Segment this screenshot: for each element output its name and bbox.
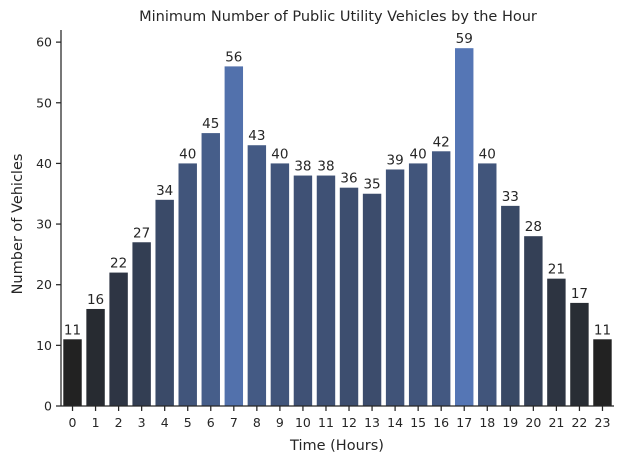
bar-hour-14: [385, 169, 405, 406]
y-tick-label: 20: [36, 277, 52, 292]
x-tick-label: 5: [184, 415, 192, 430]
x-tick-label: 20: [525, 415, 541, 430]
bar-hour-18: [478, 163, 497, 406]
data-label-hour-18: 40: [479, 146, 496, 162]
bar-hour-0: [63, 339, 82, 406]
x-tick-label: 0: [69, 415, 77, 430]
bar-hour-11: [316, 175, 336, 406]
y-tick-label: 10: [36, 338, 52, 353]
bar-hour-5: [178, 163, 197, 406]
bar-hour-23: [593, 339, 612, 406]
data-label-hour-10: 38: [294, 159, 311, 175]
x-tick-label: 18: [479, 415, 495, 430]
x-tick-label: 8: [253, 415, 261, 430]
y-tick-label: 50: [36, 95, 52, 110]
x-tick-label: 17: [456, 415, 472, 430]
y-ticks-group: 0 10 20 30 40 50 60: [36, 35, 61, 414]
data-label-hour-2: 22: [110, 256, 127, 272]
bar-hour-20: [524, 236, 543, 406]
y-axis-label: Number of Vehicles: [10, 154, 26, 295]
bar-hour-6: [201, 133, 220, 406]
x-tick-label: 7: [230, 415, 238, 430]
x-tick-label: 13: [364, 415, 380, 430]
bar-hour-19: [501, 205, 520, 406]
bar-hour-15: [408, 163, 428, 406]
bar-hour-17: [455, 48, 474, 406]
data-label-hour-5: 40: [179, 146, 196, 162]
bar-hour-10: [293, 175, 313, 406]
x-tick-label: 3: [138, 415, 146, 430]
bar-hour-2: [109, 272, 128, 406]
bar-hour-12: [339, 187, 359, 406]
x-tick-label: 12: [341, 415, 357, 430]
data-label-hour-12: 36: [340, 171, 357, 187]
y-tick-label: 60: [36, 35, 52, 50]
bar-hour-22: [570, 302, 589, 406]
data-label-hour-17: 59: [456, 31, 473, 47]
x-tick-label: 9: [276, 415, 284, 430]
x-tick-label: 16: [433, 415, 449, 430]
x-axis-label: Time (Hours): [289, 438, 384, 454]
bar-hour-8: [247, 145, 267, 407]
y-tick-label: 30: [36, 217, 52, 232]
y-tick-label: 40: [36, 156, 52, 171]
data-label-hour-7: 56: [225, 49, 242, 65]
x-tick-label: 15: [410, 415, 426, 430]
y-tick-label: 0: [44, 399, 52, 414]
data-label-hour-14: 39: [387, 152, 404, 168]
data-label-hour-1: 16: [87, 292, 104, 308]
x-ticks-group: 0 1 2 3 4 5 6 7 8 9 10 11 12 13 14 15 16 17 18 19 20 21 22 23: [69, 406, 611, 430]
bar-hour-9: [270, 163, 290, 406]
data-label-hour-8: 43: [248, 128, 265, 144]
x-tick-label: 11: [318, 415, 334, 430]
x-tick-label: 2: [115, 415, 123, 430]
data-label-hour-6: 45: [202, 116, 219, 132]
x-tick-label: 19: [502, 415, 518, 430]
data-labels-group: 11 16 22 27 34 40 45 56 43 40 38 38 36 35 39 40 42 59 40 33…: [64, 31, 611, 338]
x-tick-label: 23: [595, 415, 611, 430]
x-tick-label: 21: [548, 415, 564, 430]
x-tick-label: 1: [92, 415, 100, 430]
data-label-hour-23: 11: [594, 322, 611, 338]
bar-hour-4: [155, 199, 174, 406]
data-label-hour-21: 21: [548, 262, 565, 278]
data-label-hour-11: 38: [317, 159, 334, 175]
x-tick-label: 22: [571, 415, 587, 430]
data-label-hour-3: 27: [133, 225, 150, 241]
x-tick-label: 14: [387, 415, 403, 430]
chart-title: Minimum Number of Public Utility Vehicle…: [139, 9, 537, 25]
bars-group: [63, 48, 612, 407]
data-label-hour-16: 42: [433, 134, 450, 150]
data-label-hour-22: 17: [571, 286, 588, 302]
data-label-hour-0: 11: [64, 322, 81, 338]
data-label-hour-9: 40: [271, 146, 288, 162]
x-tick-label: 10: [295, 415, 311, 430]
data-label-hour-13: 35: [363, 177, 380, 193]
bar-hour-3: [132, 242, 151, 406]
bar-hour-13: [362, 193, 382, 406]
bar-hour-1: [86, 308, 105, 406]
bar-hour-21: [547, 278, 566, 406]
data-label-hour-15: 40: [410, 146, 427, 162]
x-tick-label: 4: [161, 415, 169, 430]
x-tick-label: 6: [207, 415, 215, 430]
data-label-hour-4: 34: [156, 183, 173, 199]
data-label-hour-20: 28: [525, 219, 542, 235]
bar-hour-7: [224, 66, 244, 406]
bar-hour-16: [431, 151, 451, 406]
data-label-hour-19: 33: [502, 189, 519, 205]
